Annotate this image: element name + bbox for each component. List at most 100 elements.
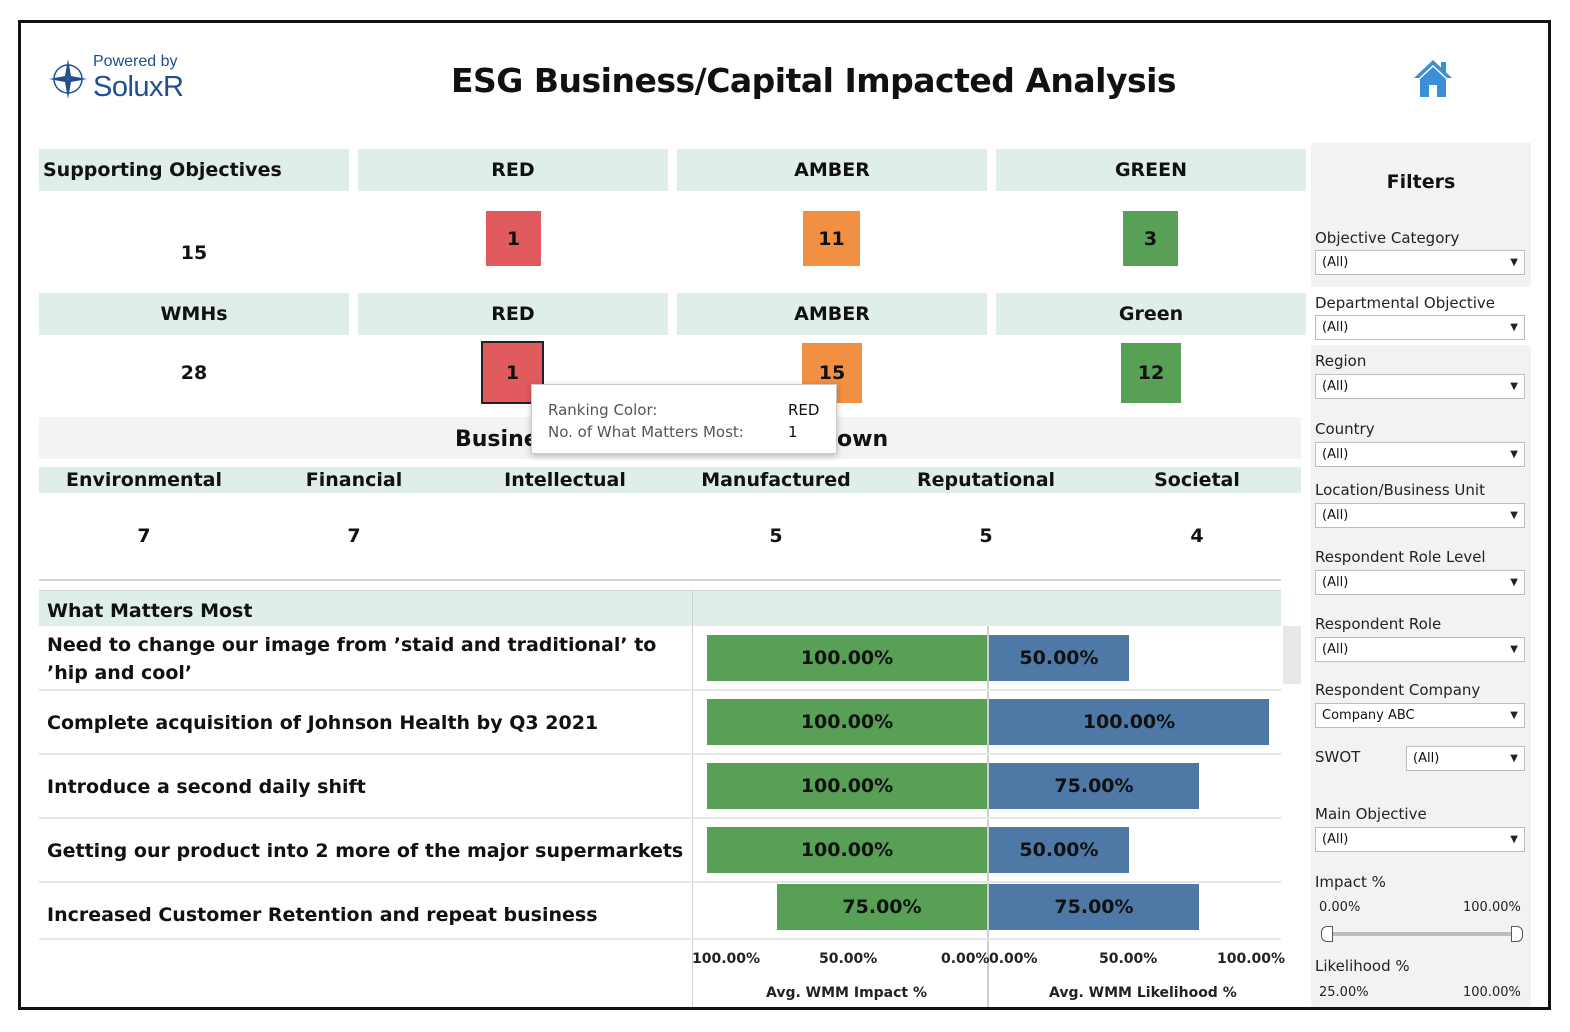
dropdown-arrow-icon: ▼ [1510,322,1518,333]
dropdown-arrow-icon: ▼ [1510,257,1518,268]
tooltip-value: RED [788,401,820,419]
filter-label-impact: Impact % [1315,873,1386,891]
wmm-row-text: Complete acquisition of Johnson Health b… [47,712,599,734]
category-societal: Societal [1154,469,1240,491]
wmhs-green-count[interactable]: 12 [1121,343,1181,403]
objectives-red-count[interactable]: 1 [486,211,541,266]
wmm-row-text: Getting our product into 2 more of the m… [47,840,684,862]
dropdown-arrow-icon: ▼ [1510,510,1518,521]
filter-label-region: Region [1315,352,1367,370]
filter-region-select[interactable]: (All) ▼ [1315,374,1525,399]
chart-zero-axis [987,626,989,1007]
impact-slider-track[interactable] [1327,932,1517,936]
filter-value: (All) [1413,751,1440,766]
tooltip-value: 1 [788,423,798,441]
impact-bar[interactable]: 100.00% [707,763,987,809]
tooltip-row-ranking: Ranking Color: RED [548,401,820,419]
filter-label-objective-category: Objective Category [1315,229,1460,247]
filter-objective-category-select[interactable]: (All) ▼ [1315,250,1525,275]
row-divider [39,753,1281,755]
page-title: ESG Business/Capital Impacted Analysis [451,61,1177,100]
impact-range-min: 0.00% [1319,900,1361,915]
value-environmental: 7 [137,525,151,547]
filter-label-departmental-objective: Departmental Objective [1315,294,1496,312]
filter-label-likelihood: Likelihood % [1315,957,1410,975]
likelihood-bar[interactable]: 75.00% [989,884,1199,930]
tooltip-row-count: No. of What Matters Most: 1 [548,423,820,441]
value-reputational: 5 [979,525,993,547]
likelihood-bar[interactable]: 100.00% [989,699,1269,745]
objectives-amber-count[interactable]: 11 [803,211,860,266]
filter-departmental-objective-select[interactable]: (All) ▼ [1315,315,1525,340]
likelihood-bar[interactable]: 50.00% [989,635,1129,681]
wmhs-total: 28 [180,362,208,384]
wmhs-amber-header: AMBER [677,293,987,335]
likelihood-tick-100: 100.00% [1217,951,1286,967]
filter-value: Company ABC [1322,708,1415,723]
filter-label-swot: SWOT [1315,748,1361,766]
likelihood-axis-title: Avg. WMM Likelihood % [1049,985,1237,1001]
filter-label-location: Location/Business Unit [1315,481,1485,499]
filter-label-company: Respondent Company [1315,681,1481,699]
filter-value: (All) [1322,255,1349,270]
impact-bar[interactable]: 75.00% [777,884,987,930]
filter-value: (All) [1322,447,1349,462]
filter-label-country: Country [1315,420,1375,438]
tooltip: Ranking Color: RED No. of What Matters M… [531,384,837,454]
filter-value: (All) [1322,320,1349,335]
capital-title-right: own [837,427,889,452]
wmhs-header: WMHs [39,293,349,335]
impact-bar[interactable]: 100.00% [707,827,987,873]
category-intellectual: Intellectual [504,469,626,491]
likelihood-bar[interactable]: 50.00% [989,827,1129,873]
likelihood-bar[interactable]: 75.00% [989,763,1199,809]
impact-tick-0: 0.00% [941,951,990,967]
wmm-header: What Matters Most [47,600,253,622]
wmm-row-text: Introduce a second daily shift [47,776,366,798]
value-societal: 4 [1190,525,1204,547]
impact-slider-max-handle[interactable] [1511,926,1523,942]
category-financial: Financial [305,469,403,491]
filter-country-select[interactable]: (All) ▼ [1315,442,1525,467]
home-icon[interactable] [1413,57,1453,99]
impact-tick-50: 50.00% [819,951,878,967]
tooltip-key: Ranking Color: [548,401,658,419]
filter-swot-select[interactable]: (All) ▼ [1406,746,1525,771]
capital-title-left: Busine [455,427,539,452]
row-divider [39,817,1281,819]
wmm-row-text: Increased Customer Retention and repeat … [47,904,598,926]
capital-category-band [39,467,1301,493]
filter-location-select[interactable]: (All) ▼ [1315,503,1525,528]
impact-bar[interactable]: 100.00% [707,699,987,745]
filter-company-select[interactable]: Company ABC ▼ [1315,703,1525,728]
impact-tick-100: 100.00% [692,951,761,967]
impact-axis-title: Avg. WMM Impact % [766,985,928,1001]
objectives-total: 15 [180,242,208,264]
filter-value: (All) [1322,379,1349,394]
row-divider [39,689,1281,691]
filter-role-level-select[interactable]: (All) ▼ [1315,570,1525,595]
objectives-amber-header: AMBER [677,149,987,191]
dashboard-frame: Powered by SoluxR ESG Business/Capital I… [18,20,1551,1010]
likelihood-range-min: 25.00% [1319,985,1369,1000]
wmm-row-text: Need to change our image from ’staid and… [47,634,657,684]
objectives-green-count[interactable]: 3 [1123,211,1178,266]
value-manufactured: 5 [769,525,783,547]
compass-star-icon [49,59,87,99]
wmhs-red-header: RED [358,293,668,335]
filter-main-objective-select[interactable]: (All) ▼ [1315,827,1525,852]
filter-role-select[interactable]: (All) ▼ [1315,637,1525,662]
dropdown-arrow-icon: ▼ [1510,381,1518,392]
filters-title: Filters [1386,171,1456,193]
category-environmental: Environmental [66,469,222,491]
likelihood-tick-50: 50.00% [1099,951,1158,967]
category-manufactured: Manufactured [701,469,851,491]
filter-label-main-objective: Main Objective [1315,805,1427,823]
dropdown-arrow-icon: ▼ [1510,577,1518,588]
impact-bar[interactable]: 100.00% [707,635,987,681]
impact-slider-min-handle[interactable] [1321,926,1333,942]
dropdown-arrow-icon: ▼ [1510,710,1518,721]
dropdown-arrow-icon: ▼ [1510,753,1518,764]
wmm-scrollbar[interactable] [1283,626,1301,684]
section-divider [39,579,1281,581]
